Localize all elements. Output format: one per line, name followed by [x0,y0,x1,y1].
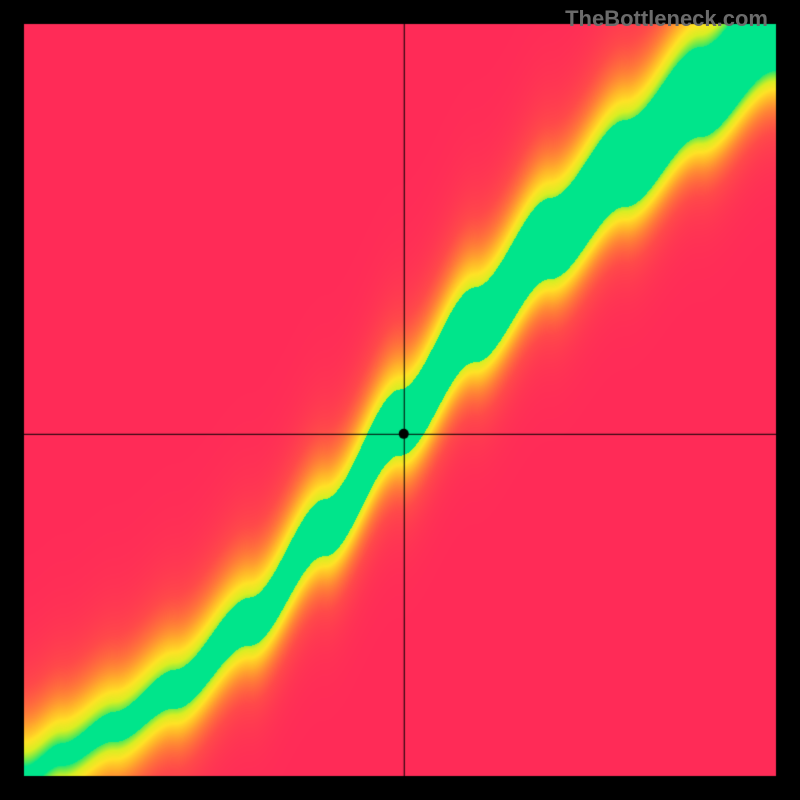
bottleneck-heatmap [0,0,800,800]
watermark-text: TheBottleneck.com [565,6,768,32]
